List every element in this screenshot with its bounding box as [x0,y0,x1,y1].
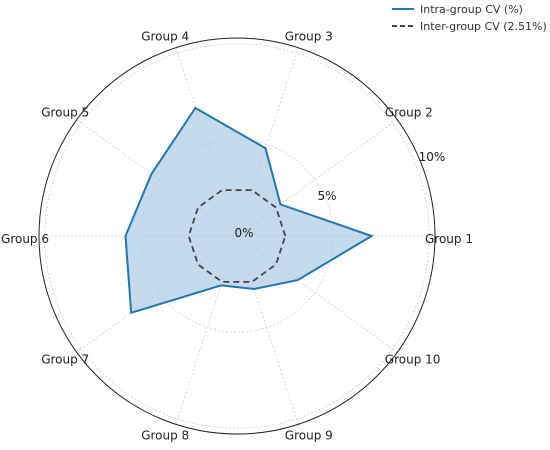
legend-entry-inter: Inter-group CV (2.51%) [420,20,547,33]
category-label-4: Group 4 [141,29,189,43]
radial-tick-5: 5% [317,189,336,203]
series-line-1 [124,106,374,315]
category-label-5: Group 5 [41,106,89,120]
outer-frame [38,37,436,435]
category-label-3: Group 3 [285,29,333,43]
category-label-9: Group 9 [285,429,333,443]
legend: Intra-group CV (%) Inter-group CV (2.51%… [392,3,547,33]
radial-tick-10: 10% [419,150,446,164]
radial-tick-0: 0% [234,226,253,240]
series-layer [124,106,374,315]
category-label-2: Group 2 [385,106,433,120]
series-area-1 [125,108,372,313]
legend-entry-intra: Intra-group CV (%) [420,3,523,16]
labels: Group 1 Group 2 Group 3 Group 4 Group 5 Group… [1,29,473,442]
category-label-6: Group 6 [1,232,49,246]
category-label-10: Group 10 [385,352,441,366]
category-label-7: Group 7 [41,352,89,366]
category-label-1: Group 1 [425,232,473,246]
category-label-8: Group 8 [141,429,189,443]
